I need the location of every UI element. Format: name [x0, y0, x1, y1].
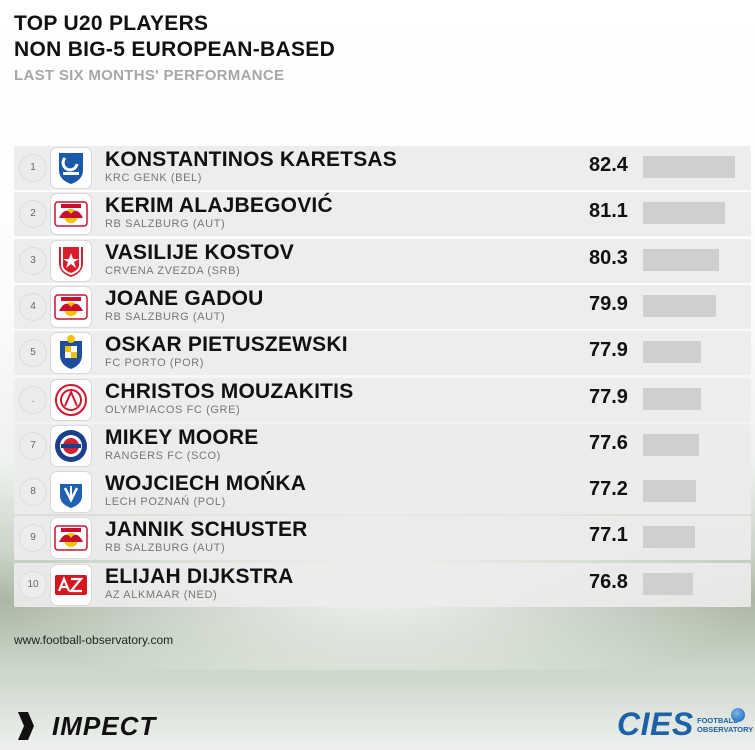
- player-row: 1 KONSTANTINOS KARETSAS KRC GENK (BEL) 82.4: [14, 146, 751, 190]
- rangers-logo-icon: [51, 425, 91, 466]
- player-row: . CHRISTOS MOUZAKITIS OLYMPIACOS FC (GRE) 7…: [14, 377, 751, 422]
- cies-subtitle: FOOTBALL OBSERVATORY: [697, 716, 753, 734]
- score-bar: [643, 387, 702, 410]
- salzburg-logo-icon: [51, 518, 91, 559]
- genk-logo-icon: [51, 148, 91, 188]
- player-row: 4 JOANE GADOU RB SALZBURG (AUT) 79.9: [14, 284, 751, 329]
- club-name: RANGERS FC (SCO): [105, 449, 221, 462]
- impect-logo: IMPECT: [12, 708, 202, 744]
- player-name: KONSTANTINOS KARETSAS: [105, 148, 397, 171]
- score-bar: [643, 202, 725, 225]
- score-label: 76.8: [589, 570, 628, 593]
- rank-badge: 1: [19, 154, 47, 182]
- olympiacos-logo-icon: [51, 379, 91, 420]
- lech-logo-icon: [51, 472, 91, 513]
- player-name: CHRISTOS MOUZAKITIS: [105, 379, 354, 403]
- salzburg-logo-icon: [51, 286, 91, 327]
- player-row: 7 MIKEY MOORE RANGERS FC (SCO) 77.6: [14, 423, 751, 468]
- club-name: RB SALZBURG (AUT): [105, 542, 226, 555]
- score-bar: [643, 156, 735, 178]
- club-name: RB SALZBURG (AUT): [105, 310, 226, 323]
- rank-badge: 3: [19, 246, 47, 275]
- score-bar: [643, 572, 694, 595]
- score-bar: [643, 480, 697, 503]
- impect-wordmark: IMPECT: [52, 711, 157, 741]
- club-name: CRVENA ZVEZDA (SRB): [105, 264, 241, 277]
- club-name: KRC GENK (BEL): [105, 172, 203, 184]
- az-logo-icon: [51, 564, 91, 605]
- cies-sub-line2: OBSERVATORY: [697, 725, 754, 734]
- score-label: 81.1: [589, 200, 628, 223]
- player-name: KERIM ALAJBEGOVIĆ: [105, 194, 333, 218]
- rank-badge: .: [19, 385, 47, 414]
- score-label: 82.4: [589, 154, 628, 176]
- score-bar: [643, 526, 696, 549]
- cies-logo: CIES FOOTBALL OBSERVATORY: [613, 704, 753, 746]
- score-label: 77.6: [589, 431, 628, 454]
- player-row: 2 KERIM ALAJBEGOVIĆ RB SALZBURG (AUT) 81.1: [14, 192, 751, 237]
- cies-sub-line1: FOOTBALL: [697, 716, 738, 725]
- salzburg-logo-icon: [51, 194, 91, 235]
- rank-badge: 9: [19, 524, 47, 553]
- zvezda-logo-icon: [51, 240, 91, 281]
- player-name: WOJCIECH MOŃKA: [105, 472, 307, 496]
- club-name: FC PORTO (POR): [105, 357, 205, 370]
- player-row: 3 VASILIJE KOSTOV CRVENA ZVEZDA (SRB) 80.3: [14, 238, 751, 283]
- player-name: OSKAR PIETUSZEWSKI: [105, 333, 348, 357]
- score-bar: [643, 433, 700, 456]
- chart-title-line1: TOP U20 PLAYERS: [14, 12, 209, 35]
- score-label: 77.9: [589, 385, 628, 408]
- player-row: 8 WOJCIECH MOŃKA LECH POZNAŃ (POL) 77.2: [14, 470, 751, 515]
- rank-badge: 10: [19, 570, 47, 599]
- player-row: 9 JANNIK SCHUSTER RB SALZBURG (AUT) 77.1: [14, 516, 751, 561]
- score-label: 79.9: [589, 292, 628, 315]
- football-icon: [731, 708, 745, 722]
- club-name: LECH POZNAŃ (POL): [105, 496, 226, 509]
- impect-mark-icon: [18, 712, 34, 740]
- chart-title-line2: NON BIG-5 EUROPEAN-BASED: [14, 38, 336, 61]
- rank-badge: 2: [19, 200, 47, 229]
- club-name: AZ ALKMAAR (NED): [105, 588, 218, 601]
- porto-logo-icon: [51, 333, 91, 374]
- cies-wordmark: CIES: [617, 706, 694, 742]
- rank-badge: 5: [19, 339, 47, 368]
- player-row: 5 OSKAR PIETUSZEWSKI FC PORTO (POR) 77.9: [14, 331, 751, 376]
- rank-badge: 7: [19, 431, 47, 460]
- player-row: 10 ELIJAH DIJKSTRA AZ ALKMAAR (NED) 76.8: [14, 562, 751, 607]
- player-name: JANNIK SCHUSTER: [105, 518, 308, 542]
- source-url: www.football-observatory.com: [14, 633, 174, 647]
- player-name: ELIJAH DIJKSTRA: [105, 564, 294, 588]
- score-label: 77.2: [589, 478, 628, 501]
- club-name: OLYMPIACOS FC (GRE): [105, 403, 241, 416]
- score-label: 77.1: [589, 524, 628, 547]
- rank-badge: 4: [19, 292, 47, 321]
- score-bar: [643, 294, 717, 317]
- score-bar: [643, 341, 702, 364]
- score-bar: [643, 248, 720, 271]
- player-name: VASILIJE KOSTOV: [105, 240, 294, 264]
- player-name: MIKEY MOORE: [105, 425, 259, 449]
- chart-subtitle: LAST SIX MONTHS' PERFORMANCE: [14, 67, 285, 84]
- club-name: RB SALZBURG (AUT): [105, 218, 226, 231]
- score-label: 80.3: [589, 246, 628, 269]
- player-name: JOANE GADOU: [105, 286, 264, 310]
- rank-badge: 8: [19, 478, 47, 507]
- score-label: 77.9: [589, 339, 628, 362]
